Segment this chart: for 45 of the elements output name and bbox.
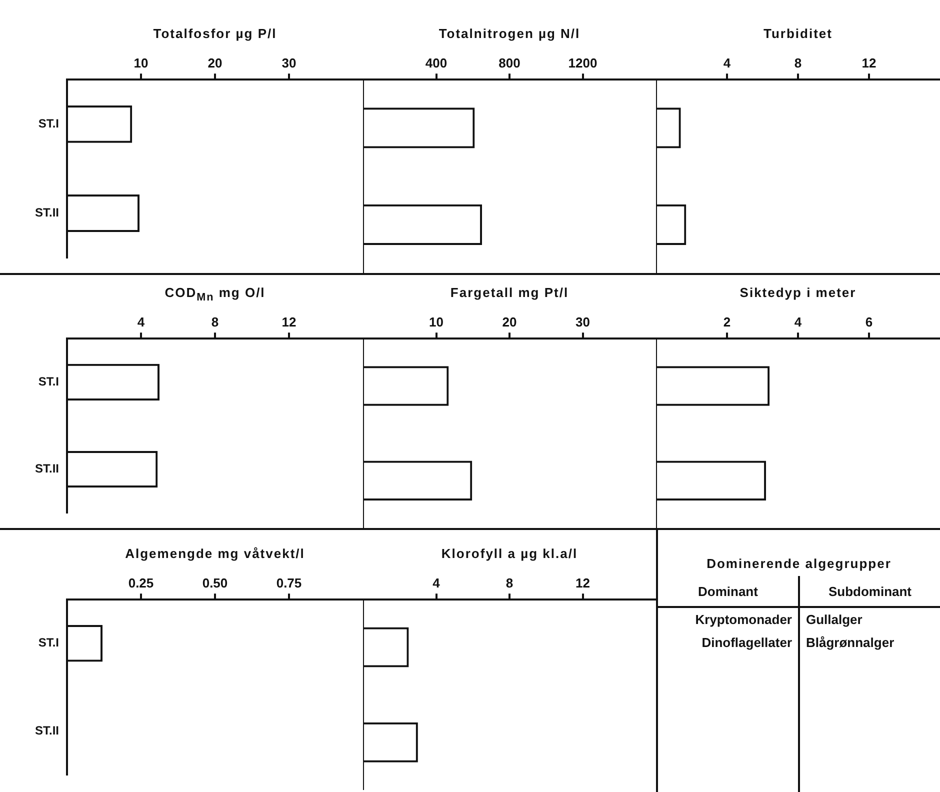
x-tick-label: 4	[794, 314, 802, 330]
text: Dominerende algegrupper	[706, 556, 892, 571]
text: Dominant	[658, 576, 799, 607]
x-tick-label: 12	[576, 575, 590, 590]
x-axis-title: Fargetall mg Pt/l	[449, 285, 570, 300]
x-tick-label: 4	[432, 575, 441, 590]
text: Gullalger	[805, 611, 864, 629]
x-tick-label: 20	[502, 314, 517, 330]
x-tick-label: 12	[862, 55, 876, 70]
text: Blågrønnalger	[805, 634, 896, 652]
x-tick-label: 1200	[568, 55, 598, 70]
text: Dinoflagellater	[658, 631, 799, 654]
x-tick-label: 800	[498, 55, 520, 70]
x-tick-label: 2	[723, 314, 731, 330]
x-tick-label: 8	[211, 314, 219, 330]
y-tick-label: ST.I	[38, 636, 59, 650]
x-tick-label: 30	[282, 55, 296, 70]
x-axis-title: Algemengde mg våtvekt/l	[124, 546, 306, 561]
x-tick-label: 0.50	[202, 575, 228, 590]
x-tick-label: 0.25	[128, 575, 154, 590]
x-tick-label: 4	[137, 314, 146, 330]
x-axis-title: Totalfosfor µg P/l	[152, 26, 278, 41]
y-tick-label: ST.I	[38, 116, 59, 130]
x-tick-label: 4	[723, 55, 732, 70]
x-tick-label: 6	[865, 314, 873, 330]
x-tick-label: 8	[794, 55, 802, 70]
x-axis-title: Turbiditet	[762, 26, 834, 41]
x-tick-label: 0.75	[276, 575, 302, 590]
y-tick-label: ST.II	[34, 462, 59, 476]
x-tick-label: 30	[576, 314, 590, 330]
x-tick-label: 10	[134, 55, 148, 70]
y-tick-label: ST.I	[38, 374, 59, 388]
text: Kryptomonader	[658, 607, 799, 631]
x-tick-label: 12	[282, 314, 296, 330]
x-tick-label: 400	[425, 55, 448, 70]
y-tick-label: ST.II	[34, 206, 59, 220]
x-axis-title: Siktedyp i meter	[738, 285, 858, 300]
y-tick-label: ST.II	[34, 723, 59, 738]
text: Subdominant	[799, 576, 940, 607]
x-tick-label: 10	[429, 314, 444, 330]
x-axis-title: Klorofyll a µg kl.a/l	[440, 546, 579, 561]
x-axis-title: Totalnitrogen µg N/l	[438, 26, 582, 41]
x-tick-label: 20	[208, 55, 222, 70]
x-axis-title: COD$_{Mn}$ mg O/l	[164, 285, 266, 304]
x-tick-label: 8	[506, 575, 514, 590]
